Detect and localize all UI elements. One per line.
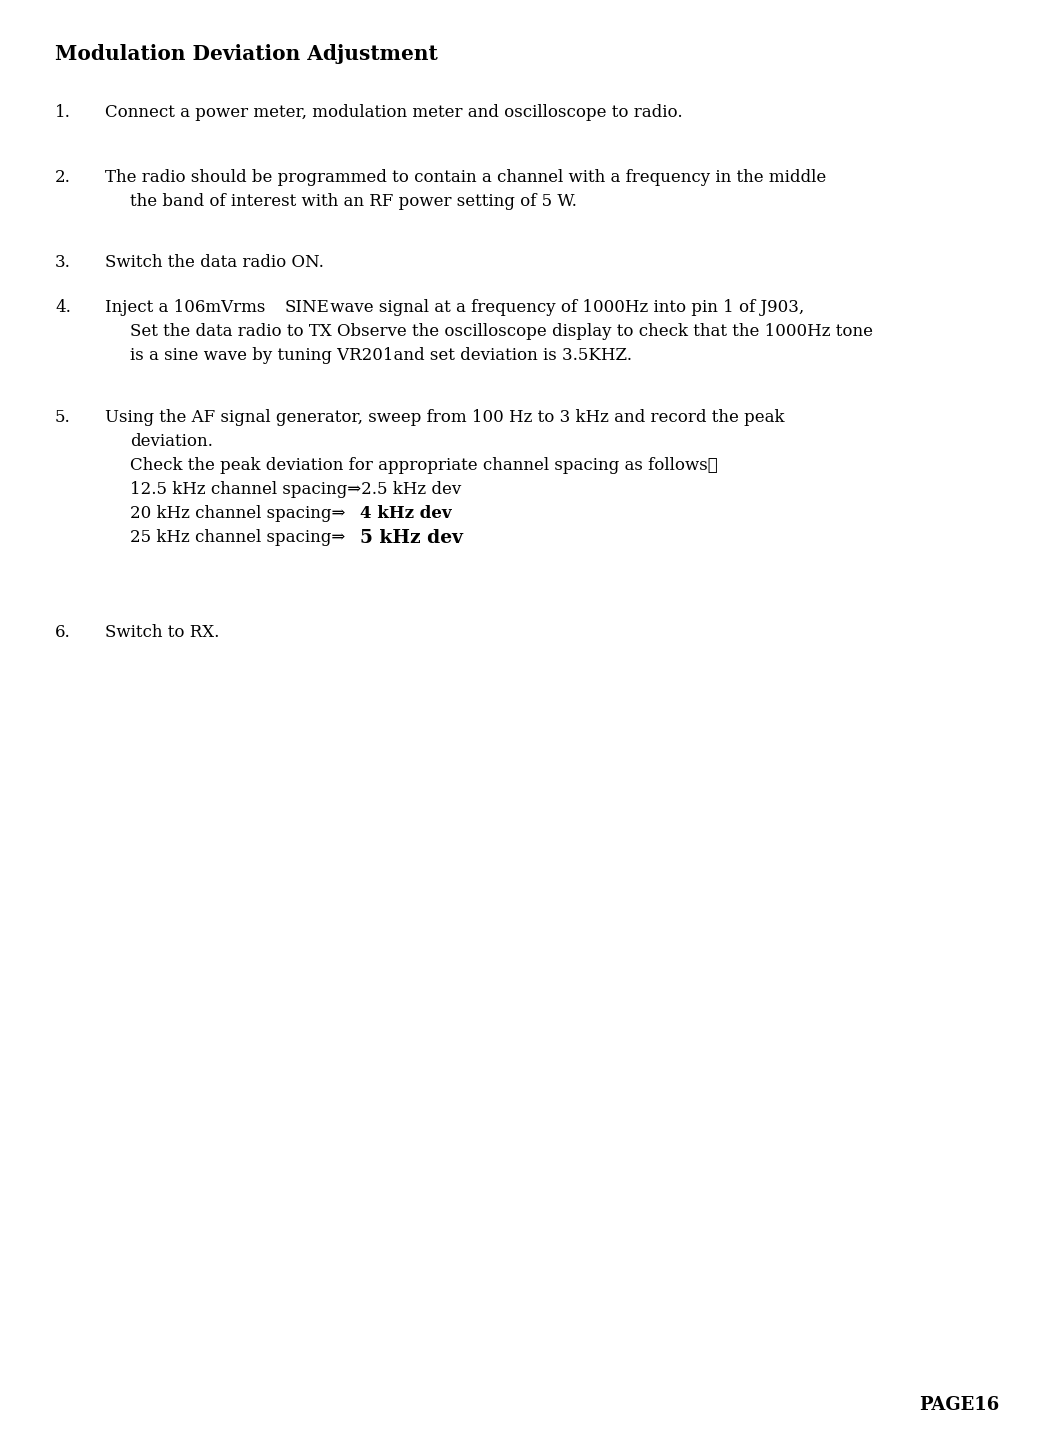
Text: 2.: 2. xyxy=(55,169,71,186)
Text: 20 kHz channel spacing⇒: 20 kHz channel spacing⇒ xyxy=(130,505,346,521)
Text: Modulation Deviation Adjustment: Modulation Deviation Adjustment xyxy=(55,43,438,64)
Text: Inject a 106mVrms: Inject a 106mVrms xyxy=(105,299,271,316)
Text: 5 kHz dev: 5 kHz dev xyxy=(360,529,463,547)
Text: SINE: SINE xyxy=(285,299,330,316)
Text: Switch the data radio ON.: Switch the data radio ON. xyxy=(105,254,324,271)
Text: the band of interest with an RF power setting of 5 W.: the band of interest with an RF power se… xyxy=(130,193,577,209)
Text: 5.: 5. xyxy=(55,409,71,426)
Text: is a sine wave by tuning VR201and set deviation is 3.5KHZ.: is a sine wave by tuning VR201and set de… xyxy=(130,347,632,364)
Text: 6.: 6. xyxy=(55,624,71,641)
Text: 3.: 3. xyxy=(55,254,71,271)
Text: wave signal at a frequency of 1000Hz into pin 1 of J903,: wave signal at a frequency of 1000Hz int… xyxy=(325,299,805,316)
Text: 4 kHz dev: 4 kHz dev xyxy=(360,505,452,521)
Text: Using the AF signal generator, sweep from 100 Hz to 3 kHz and record the peak: Using the AF signal generator, sweep fro… xyxy=(105,409,785,426)
Text: Check the peak deviation for appropriate channel spacing as follows：: Check the peak deviation for appropriate… xyxy=(130,456,717,474)
Text: Set the data radio to TX Observe the oscilloscope display to check that the 1000: Set the data radio to TX Observe the osc… xyxy=(130,323,873,339)
Text: 12.5 kHz channel spacing⇒2.5 kHz dev: 12.5 kHz channel spacing⇒2.5 kHz dev xyxy=(130,481,461,498)
Text: 4.: 4. xyxy=(55,299,71,316)
Text: deviation.: deviation. xyxy=(130,433,212,451)
Text: 1.: 1. xyxy=(55,104,71,121)
Text: PAGE16: PAGE16 xyxy=(919,1396,999,1414)
Text: Connect a power meter, modulation meter and oscilloscope to radio.: Connect a power meter, modulation meter … xyxy=(105,104,683,121)
Text: 25 kHz channel spacing⇒: 25 kHz channel spacing⇒ xyxy=(130,529,346,546)
Text: Switch to RX.: Switch to RX. xyxy=(105,624,220,641)
Text: The radio should be programmed to contain a channel with a frequency in the midd: The radio should be programmed to contai… xyxy=(105,169,827,186)
